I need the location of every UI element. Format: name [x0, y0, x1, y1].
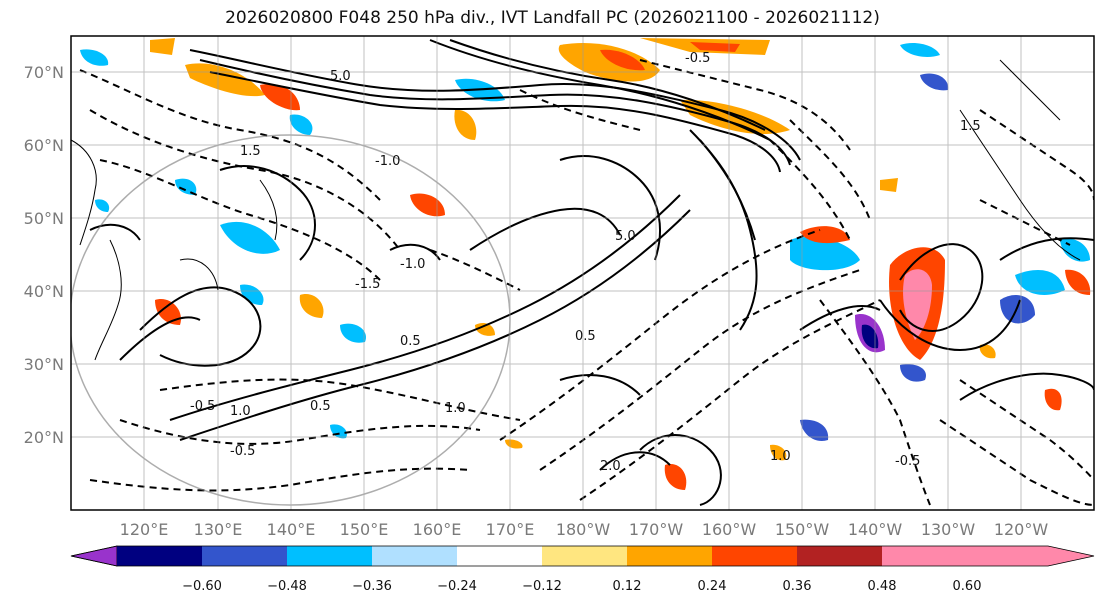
- contour-label: -1.0: [375, 154, 400, 169]
- contour-label: 1.5: [240, 144, 261, 159]
- contour-label: 5.0: [615, 229, 636, 244]
- graticule: [71, 36, 1094, 510]
- map-frame: [70, 35, 1095, 511]
- colorbar-segment: [372, 546, 457, 566]
- contour-label: 5.0: [330, 69, 351, 84]
- colorbar: −0.60 −0.48 −0.36 −0.24 −0.12 0.12 0.24 …: [70, 545, 1095, 594]
- contour-label: 1.0: [770, 449, 791, 464]
- colorbar-tick: 0.36: [783, 579, 812, 594]
- colorbar-segment: [202, 546, 287, 566]
- colorbar-segment: [457, 546, 542, 566]
- lon-label: 160°E: [413, 520, 462, 539]
- negative-contours: [79, 59, 1094, 506]
- lon-label: 120°W: [994, 520, 1049, 539]
- lon-label: 180°W: [556, 520, 611, 539]
- coastlines: [71, 59, 1081, 361]
- contour-label: -0.5: [190, 399, 215, 414]
- map-title: 2026020800 F048 250 hPa div., IVT Landfa…: [225, 8, 880, 28]
- contour-label: 1.0: [230, 404, 251, 419]
- lon-label: 150°E: [340, 520, 389, 539]
- contour-label: -1.5: [355, 277, 380, 292]
- lon-label: 130°W: [921, 520, 976, 539]
- colorbar-tick: −0.48: [267, 579, 307, 594]
- colorbar-tick: 0.60: [953, 579, 982, 594]
- colorbar-tick: 0.24: [698, 579, 727, 594]
- lon-label: 140°W: [848, 520, 903, 539]
- lat-label: 60°N: [24, 136, 64, 155]
- lon-label: 170°W: [629, 520, 684, 539]
- colorbar-segment: [627, 546, 712, 566]
- latitude-labels: 70°N 60°N 50°N 40°N 30°N 20°N: [24, 63, 64, 447]
- lon-label: 160°W: [702, 520, 757, 539]
- lat-label: 30°N: [24, 355, 64, 374]
- colorbar-segment: [712, 546, 797, 566]
- map-plot-area: -1.0 -1.0 -0.5 -0.5 -0.5 -0.5 0.5 0.5 0.…: [71, 36, 1094, 510]
- colorbar-tick: 0.48: [868, 579, 897, 594]
- lat-label: 50°N: [24, 209, 64, 228]
- lon-label: 140°E: [267, 520, 316, 539]
- longitude-labels: 120°E 130°E 140°E 150°E 160°E 170°E 180°…: [120, 520, 1049, 539]
- contour-label: 0.5: [310, 399, 331, 414]
- lon-label: 120°E: [120, 520, 169, 539]
- contour-label: 1.0: [445, 401, 466, 416]
- colorbar-extend-min: [70, 545, 118, 567]
- contour-label: -0.5: [685, 51, 710, 66]
- contour-label: 1.5: [960, 119, 981, 134]
- contour-label: 0.5: [575, 329, 596, 344]
- colorbar-extend-max: [882, 546, 1094, 566]
- colorbar-segment: [287, 546, 372, 566]
- colorbar-segment: [117, 546, 202, 566]
- contour-labels: -1.0 -1.0 -0.5 -0.5 -0.5 -0.5 0.5 0.5 0.…: [190, 51, 981, 474]
- positive-contours: [89, 39, 1094, 506]
- lat-label: 40°N: [24, 282, 64, 301]
- contour-label: -1.0: [400, 257, 425, 272]
- lat-label: 20°N: [24, 428, 64, 447]
- contour-label: 2.0: [600, 459, 621, 474]
- lat-label: 70°N: [24, 63, 64, 82]
- colorbar-tick: −0.36: [352, 579, 392, 594]
- contour-label: -0.5: [895, 454, 920, 469]
- contour-label: -0.5: [230, 444, 255, 459]
- lon-label: 170°E: [486, 520, 535, 539]
- colorbar-tick: −0.60: [182, 579, 222, 594]
- colorbar-segment: [797, 546, 882, 566]
- lon-label: 150°W: [775, 520, 830, 539]
- colorbar-segment: [542, 546, 627, 566]
- contour-label: 0.5: [400, 334, 421, 349]
- colorbar-tick: 0.12: [613, 579, 642, 594]
- colorbar-tick: −0.12: [522, 579, 562, 594]
- lon-label: 130°E: [194, 520, 243, 539]
- colorbar-tick: −0.24: [437, 579, 477, 594]
